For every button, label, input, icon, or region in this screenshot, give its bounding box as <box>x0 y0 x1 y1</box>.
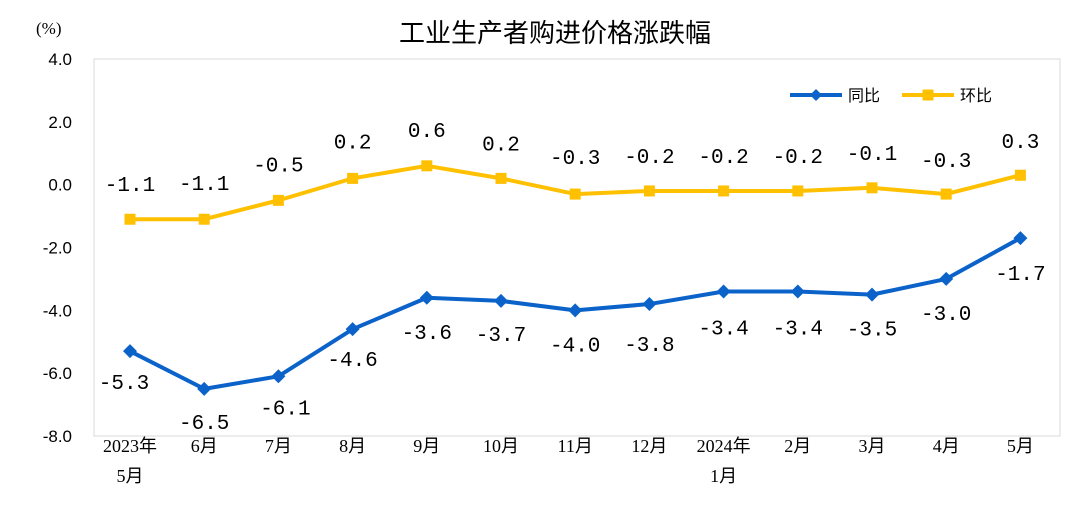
plot-area <box>93 58 1061 437</box>
data-label-mom: -0.3 <box>921 151 971 174</box>
x-tick-label: 7月 <box>265 436 292 456</box>
data-point-yoy <box>939 271 954 286</box>
data-label-mom: -0.2 <box>698 147 748 170</box>
data-point-yoy <box>197 381 212 396</box>
data-labels: -5.3 -6.5 -6.1 -4.6 -3.6 -3.7 -4.0 -3.8 -3.4 -3.4… <box>99 121 1046 436</box>
data-point-yoy <box>494 293 508 308</box>
data-label-mom: -0.2 <box>624 147 674 170</box>
data-point-yoy <box>716 284 731 299</box>
data-point-mom <box>347 172 359 184</box>
data-label-mom: 0.3 <box>1001 132 1039 155</box>
data-point-yoy <box>865 287 879 302</box>
data-point-mom <box>1014 169 1026 181</box>
x-tick-label: 3月 <box>859 436 886 456</box>
data-label-yoy: -3.6 <box>402 323 452 346</box>
data-point-mom <box>643 185 655 197</box>
data-point-mom <box>940 188 952 200</box>
series-group <box>123 160 1028 396</box>
y-tick-label: -4.0 <box>43 301 72 320</box>
data-point-mom <box>124 213 136 225</box>
data-label-mom: -0.5 <box>253 155 303 178</box>
x-tick-label: 2月 <box>784 436 811 456</box>
data-label-yoy: -4.6 <box>327 350 377 373</box>
y-tick-label: -6.0 <box>43 364 72 383</box>
data-label-yoy: -3.5 <box>847 320 897 343</box>
data-point-mom <box>272 194 284 206</box>
data-label-mom: 0.6 <box>408 121 446 144</box>
data-label-mom: 0.2 <box>482 134 520 157</box>
data-label-yoy: -3.4 <box>773 318 823 341</box>
y-tick-label: 0.0 <box>48 176 72 195</box>
x-tick-label: 10月 <box>483 436 519 456</box>
data-point-yoy <box>123 344 137 359</box>
legend-marker-yoy <box>810 89 822 101</box>
y-tick-label: 4.0 <box>48 50 72 69</box>
data-point-yoy <box>271 369 286 384</box>
data-point-mom <box>866 182 878 194</box>
x-tick-label: 5月 <box>1007 436 1034 456</box>
data-label-mom: -1.1 <box>105 175 155 198</box>
y-tick-label: 2.0 <box>48 113 72 132</box>
legend-label-yoy: 同比 <box>848 86 880 105</box>
y-axis: 4.0 2.0 0.0 -2.0 -4.0 -6.0 -8.0 <box>43 50 72 446</box>
data-label-yoy: -1.7 <box>995 264 1045 287</box>
x-tick-label: 5月 <box>117 466 144 486</box>
data-point-mom <box>198 213 210 225</box>
y-tick-label: -8.0 <box>43 427 72 446</box>
data-label-yoy: -3.0 <box>921 304 971 327</box>
data-label-mom: -0.1 <box>847 144 897 167</box>
data-point-yoy <box>419 290 434 305</box>
data-point-mom <box>421 160 433 172</box>
data-label-yoy: -6.1 <box>260 398 310 421</box>
x-tick-label: 2024年 <box>697 436 751 456</box>
data-point-mom <box>718 185 730 197</box>
x-tick-label: 11月 <box>558 436 593 456</box>
data-label-yoy: -3.4 <box>698 318 748 341</box>
data-point-mom <box>569 188 581 200</box>
x-tick-label: 12月 <box>631 436 667 456</box>
data-point-mom <box>495 172 507 184</box>
x-tick-label: 8月 <box>339 436 366 456</box>
legend: 同比 环比 <box>790 86 992 105</box>
data-point-yoy <box>1013 231 1028 246</box>
chart-title: 工业生产者购进价格涨跌幅 <box>399 19 711 49</box>
data-point-yoy <box>642 297 657 312</box>
x-tick-label: 1月 <box>710 466 737 486</box>
data-label-mom: -0.2 <box>773 147 823 170</box>
data-point-yoy <box>790 284 805 299</box>
legend-label-mom: 环比 <box>960 86 992 105</box>
data-label-yoy: -4.0 <box>550 335 600 358</box>
data-label-yoy: -3.7 <box>476 325 526 348</box>
data-label-mom: -1.1 <box>179 174 229 197</box>
data-point-mom <box>792 185 804 197</box>
data-label-yoy: -6.5 <box>179 413 229 436</box>
data-point-yoy <box>568 303 583 318</box>
x-axis: 2023年 5月 6月 7月 8月 9月 10月 11月 12月 2024年 1月 2月 3月 4月 5月 <box>103 436 1034 486</box>
x-tick-label: 4月 <box>933 436 960 456</box>
y-tick-label: -2.0 <box>43 239 72 258</box>
x-tick-label: 9月 <box>413 436 440 456</box>
data-label-mom: 0.2 <box>334 132 372 155</box>
x-tick-label: 6月 <box>191 436 218 456</box>
legend-marker-mom <box>922 89 934 101</box>
data-label-mom: -0.3 <box>550 148 600 171</box>
data-label-yoy: -5.3 <box>99 373 149 396</box>
data-point-yoy <box>345 322 360 337</box>
x-tick-label: 2023年 <box>103 436 157 456</box>
y-unit-label: (%) <box>36 19 61 38</box>
data-label-yoy: -3.8 <box>624 335 674 358</box>
